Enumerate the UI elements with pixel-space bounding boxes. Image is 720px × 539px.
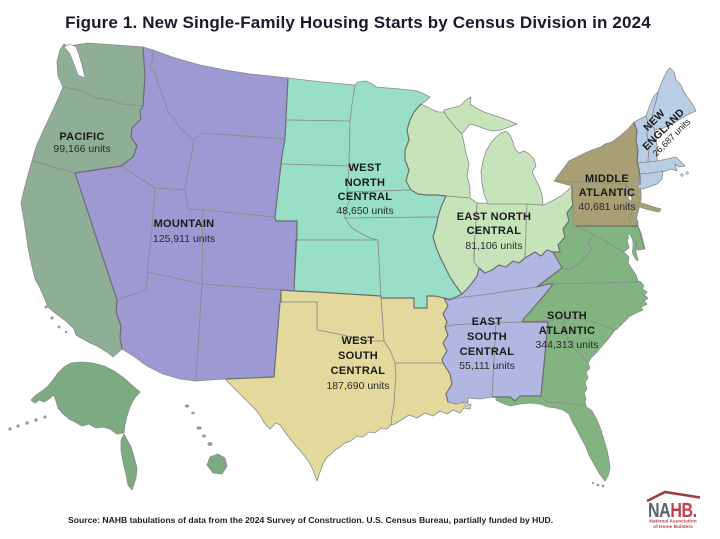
- svg-text:81,106 units: 81,106 units: [465, 240, 522, 252]
- svg-text:SOUTH: SOUTH: [467, 331, 507, 343]
- svg-text:National Association: National Association: [649, 519, 696, 525]
- svg-text:NORTH: NORTH: [345, 177, 386, 189]
- svg-text:CENTRAL: CENTRAL: [460, 346, 515, 358]
- svg-text:WEST: WEST: [349, 162, 382, 174]
- svg-text:WEST: WEST: [342, 335, 375, 347]
- svg-text:Figure 1. New Single-Family Ho: Figure 1. New Single-Family Housing Star…: [65, 13, 651, 32]
- svg-text:CENTRAL: CENTRAL: [467, 225, 522, 237]
- svg-text:PACIFIC: PACIFIC: [59, 131, 104, 143]
- svg-text:125,911 units: 125,911 units: [153, 233, 215, 245]
- svg-text:CENTRAL: CENTRAL: [338, 191, 393, 203]
- svg-text:EAST: EAST: [472, 316, 503, 328]
- svg-text:SOUTH: SOUTH: [547, 310, 587, 322]
- svg-text:99,166 units: 99,166 units: [53, 143, 110, 155]
- svg-text:187,690 units: 187,690 units: [326, 380, 389, 392]
- svg-text:EAST NORTH: EAST NORTH: [457, 211, 532, 223]
- svg-text:ATLANTIC: ATLANTIC: [539, 325, 596, 337]
- svg-text:55,111 units: 55,111 units: [459, 360, 515, 372]
- svg-text:MOUNTAIN: MOUNTAIN: [154, 218, 215, 230]
- svg-text:of Home Builders: of Home Builders: [653, 524, 693, 530]
- svg-text:Source: NAHB tabulations of da: Source: NAHB tabulations of data from th…: [68, 515, 553, 525]
- svg-text:344,313 units: 344,313 units: [535, 339, 598, 351]
- svg-text:MIDDLE: MIDDLE: [585, 173, 629, 185]
- svg-text:48,650 units: 48,650 units: [336, 205, 393, 217]
- svg-text:40,681 units: 40,681 units: [578, 201, 635, 213]
- svg-text:NAHB.: NAHB.: [648, 498, 697, 521]
- svg-text:ATLANTIC: ATLANTIC: [579, 187, 636, 199]
- svg-text:SOUTH: SOUTH: [338, 350, 378, 362]
- svg-text:CENTRAL: CENTRAL: [331, 365, 386, 377]
